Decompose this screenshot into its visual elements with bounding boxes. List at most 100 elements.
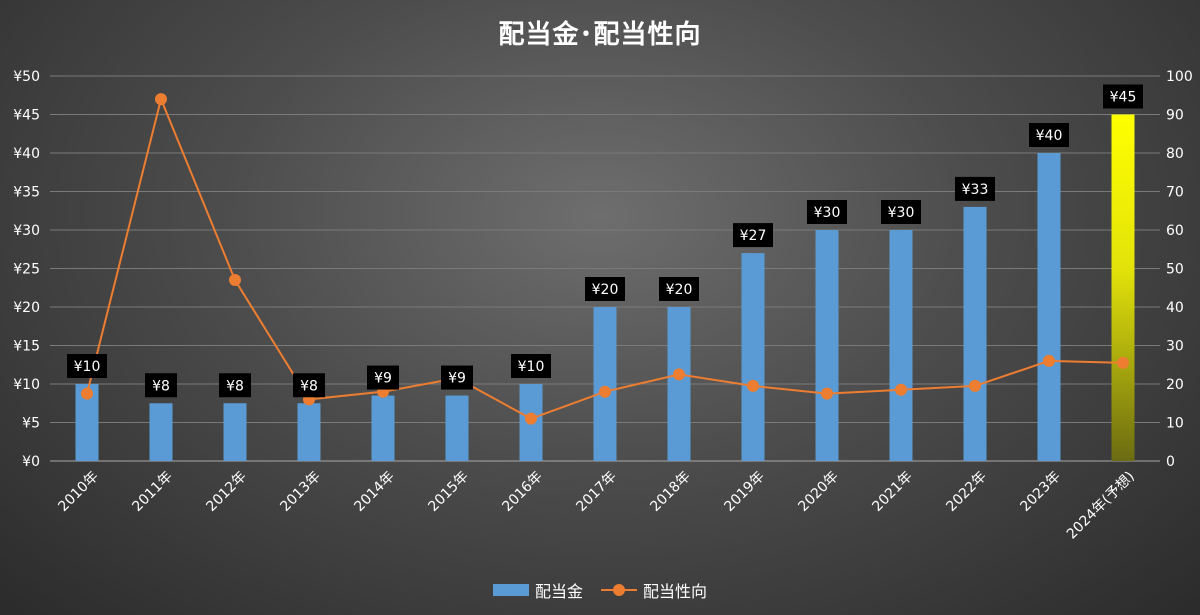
payout-point — [229, 274, 241, 287]
y-right-tick-label: 0 — [1166, 454, 1175, 470]
data-label: ¥27 — [740, 228, 767, 244]
legend-swatch-line — [601, 584, 637, 596]
y-right-tick-label: 70 — [1166, 185, 1184, 201]
data-label: ¥45 — [1110, 90, 1137, 106]
chart-title: 配当金･配当性向 — [498, 20, 702, 50]
bar — [149, 403, 173, 461]
data-label-box — [367, 365, 399, 390]
bar — [1111, 114, 1135, 461]
data-label: ¥40 — [1036, 128, 1063, 144]
data-label-box — [955, 176, 995, 201]
bar — [889, 230, 913, 461]
data-label-box — [1103, 84, 1143, 109]
payout-point — [81, 387, 93, 400]
payout-point — [673, 368, 685, 381]
x-tick-label: 2015年 — [425, 469, 471, 515]
x-tick-label: 2010年 — [55, 469, 101, 515]
bar — [371, 395, 395, 461]
data-label-box — [145, 373, 177, 398]
data-label: ¥20 — [666, 282, 693, 298]
bar — [667, 307, 691, 461]
chart-legend: 配当金 配当性向 — [0, 578, 1200, 602]
x-tick-label: 2023年 — [1017, 469, 1063, 515]
data-label-box — [293, 373, 325, 398]
data-label: ¥33 — [962, 182, 989, 198]
x-tick-label: 2014年 — [351, 469, 397, 515]
y-right-tick-label: 10 — [1166, 416, 1184, 432]
data-label: ¥10 — [518, 359, 545, 375]
y-left-tick-label: ¥35 — [13, 185, 40, 201]
y-left-tick-label: ¥45 — [13, 108, 40, 124]
payout-point — [969, 379, 981, 392]
legend-label-payout: 配当性向 — [643, 582, 708, 601]
payout-point — [155, 93, 167, 106]
data-label-box — [733, 223, 773, 248]
y-left-tick-label: ¥50 — [13, 69, 40, 85]
y-left-tick-label: ¥40 — [13, 146, 40, 162]
y-right-tick-label: 80 — [1166, 146, 1184, 162]
data-label: ¥10 — [74, 359, 101, 375]
legend-item-payout: 配当性向 — [601, 578, 707, 602]
data-label: ¥20 — [592, 282, 619, 298]
x-tick-label: 2011年 — [129, 469, 175, 515]
bar — [75, 384, 99, 461]
data-label: ¥9 — [448, 371, 466, 387]
bar — [1037, 153, 1061, 461]
x-tick-label: 2016年 — [499, 469, 545, 515]
data-label: ¥30 — [814, 205, 841, 221]
y-right-tick-label: 30 — [1166, 339, 1184, 355]
payout-point — [821, 387, 833, 400]
y-left-tick-label: ¥25 — [13, 262, 40, 278]
bar — [963, 206, 987, 461]
x-tick-label: 2024年(予想) — [1064, 469, 1138, 543]
y-left-tick-label: ¥15 — [13, 339, 40, 355]
data-label-box — [219, 373, 251, 398]
x-tick-label: 2017年 — [573, 469, 619, 515]
bar — [593, 307, 617, 461]
y-left-tick-label: ¥30 — [13, 223, 40, 239]
x-tick-label: 2013年 — [277, 469, 323, 515]
y-right-tick-label: 20 — [1166, 377, 1184, 393]
y-right-tick-label: 40 — [1166, 300, 1184, 316]
payout-point — [599, 385, 611, 398]
data-label-box — [807, 200, 847, 224]
payout-point — [895, 383, 907, 396]
data-label: ¥8 — [152, 378, 170, 394]
legend-swatch-bar — [492, 584, 529, 596]
payout-point — [1117, 356, 1129, 369]
data-label-box — [511, 354, 551, 378]
payout-point — [525, 412, 537, 425]
data-label-box — [441, 365, 473, 390]
bar — [445, 395, 469, 461]
y-left-tick-label: ¥20 — [13, 300, 40, 316]
x-tick-label: 2012年 — [203, 469, 249, 515]
legend-label-dividend: 配当金 — [534, 582, 583, 601]
x-tick-label: 2021年 — [869, 469, 915, 515]
y-right-tick-label: 50 — [1166, 262, 1184, 278]
data-label-box — [1029, 123, 1069, 147]
bar — [741, 253, 765, 461]
bar — [223, 403, 247, 461]
bar — [815, 230, 839, 461]
payout-point — [747, 379, 759, 392]
data-label: ¥9 — [374, 371, 392, 387]
x-tick-label: 2022年 — [943, 469, 989, 515]
x-tick-label: 2018年 — [647, 469, 693, 515]
y-right-tick-label: 100 — [1166, 69, 1193, 85]
y-left-tick-label: ¥10 — [13, 377, 40, 393]
x-tick-label: 2019年 — [721, 469, 767, 515]
data-label: ¥8 — [226, 378, 244, 394]
data-label: ¥30 — [888, 205, 915, 221]
payout-point — [1043, 354, 1055, 367]
data-label-box — [585, 277, 625, 301]
y-left-tick-label: ¥5 — [22, 416, 40, 432]
bar — [297, 403, 321, 461]
legend-item-dividend: 配当金 — [492, 578, 583, 602]
data-label: ¥8 — [300, 378, 318, 394]
x-tick-label: 2020年 — [795, 469, 841, 515]
data-label-box — [881, 200, 921, 224]
y-right-tick-label: 60 — [1166, 223, 1184, 239]
data-label-box — [659, 277, 699, 301]
